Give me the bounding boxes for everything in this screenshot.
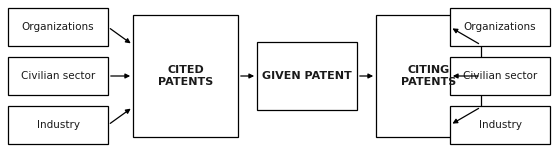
Text: Organizations: Organizations: [464, 22, 536, 32]
Text: CITING
PATENTS: CITING PATENTS: [401, 65, 456, 87]
Bar: [450, 8, 550, 46]
Bar: [133, 15, 238, 137]
Text: CITED
PATENTS: CITED PATENTS: [158, 65, 213, 87]
Bar: [8, 8, 108, 46]
Bar: [450, 57, 550, 95]
Text: GIVEN PATENT: GIVEN PATENT: [262, 71, 352, 81]
Bar: [376, 15, 481, 137]
Bar: [257, 42, 357, 110]
Bar: [450, 106, 550, 144]
Text: Civilian sector: Civilian sector: [463, 71, 537, 81]
Bar: [8, 57, 108, 95]
Text: Industry: Industry: [36, 120, 79, 130]
Bar: [8, 106, 108, 144]
Text: Civilian sector: Civilian sector: [21, 71, 95, 81]
Text: Organizations: Organizations: [22, 22, 94, 32]
Text: Industry: Industry: [479, 120, 522, 130]
